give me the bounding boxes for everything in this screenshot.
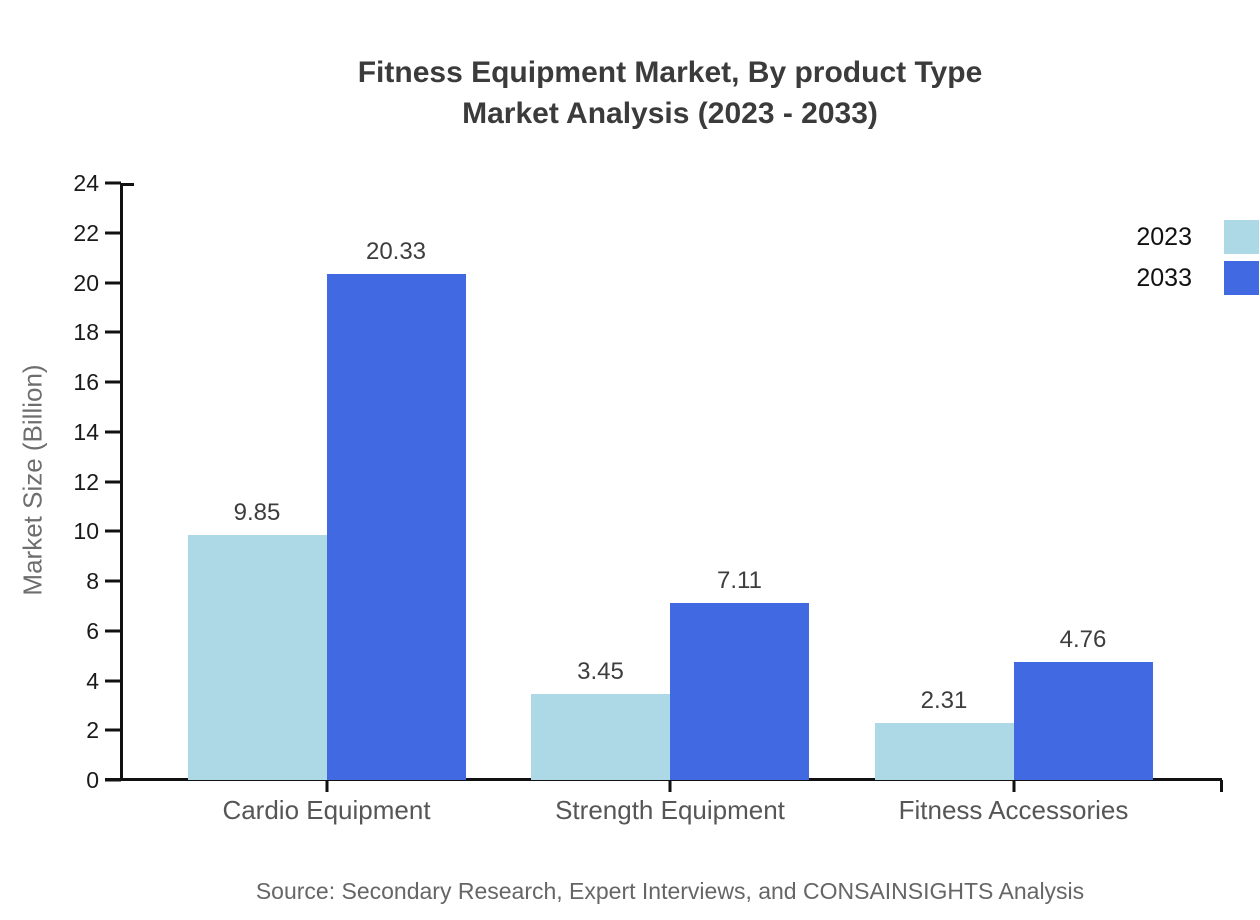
x-axis-end-tick [1220, 780, 1223, 792]
chart-title-line2: Market Analysis (2023 - 2033) [462, 97, 878, 130]
y-axis-tick-label: 20 [73, 269, 99, 296]
legend-item-2033: 2033 [1136, 261, 1259, 295]
bar-value-label: 2.31 [920, 686, 968, 714]
category-label: Strength Equipment [555, 795, 785, 825]
bar-value-label: 20.33 [365, 238, 427, 266]
y-axis-tick-label: 22 [73, 219, 99, 246]
y-axis-tick [105, 181, 121, 185]
y-axis-tick-label: 2 [86, 717, 99, 744]
y-axis-tick-label: 10 [73, 518, 99, 545]
chart-title: Fitness Equipment Market, By product Typ… [80, 52, 1260, 134]
bar-2023 [874, 722, 1014, 780]
y-axis-tick-label: 14 [73, 418, 99, 445]
x-axis-tick [1012, 780, 1015, 792]
y-axis-tick-label: 0 [86, 767, 99, 793]
y-axis-tick-label: 8 [86, 568, 99, 594]
bar-value-label: 9.85 [233, 498, 281, 526]
y-axis-tick [105, 330, 121, 334]
y-axis-tick [105, 480, 121, 483]
bar-2033 [670, 603, 809, 780]
y-axis-tick-label: 12 [73, 468, 99, 495]
bar-2023 [531, 694, 670, 780]
y-axis-tick-label: 6 [86, 617, 99, 644]
y-axis-tick [105, 529, 121, 533]
legend: 2023 2033 [1136, 220, 1259, 302]
legend-item-2023: 2023 [1136, 220, 1259, 254]
y-axis-top-cap [120, 183, 134, 186]
y-axis-tick [105, 679, 121, 682]
y-axis-tick [105, 380, 121, 384]
y-axis-tick [105, 728, 121, 732]
bar-2033 [326, 274, 466, 780]
legend-label: 2023 [1136, 222, 1192, 251]
y-axis-tick-label: 18 [73, 319, 99, 346]
plot-area: 0 2 4 6 8 10 12 14 16 18 20 22 24 Cardio Equipment 9.8… [73, 170, 1223, 825]
y-axis-line [120, 183, 123, 780]
x-axis-tick [325, 780, 328, 792]
source-note: Source: Secondary Research, Expert Inter… [255, 878, 1085, 904]
y-axis-tick [105, 778, 121, 782]
y-axis-tick-label: 24 [73, 170, 99, 196]
y-axis-tick [105, 281, 121, 284]
y-axis-tick [105, 629, 121, 633]
y-axis-tick [105, 231, 121, 235]
bar-2023 [187, 534, 327, 780]
category-label: Cardio Equipment [222, 795, 431, 825]
legend-swatch-2033 [1224, 261, 1259, 295]
legend-label: 2033 [1136, 263, 1192, 292]
bar-value-label: 4.76 [1059, 625, 1107, 653]
bar-value-label: 3.45 [577, 658, 624, 686]
bar-2033 [1013, 661, 1153, 780]
legend-swatch-2023 [1224, 220, 1259, 254]
chart-title-line1: Fitness Equipment Market, By product Typ… [357, 56, 983, 89]
y-axis-tick [105, 430, 121, 434]
y-axis-title: Market Size (Billion) [17, 364, 48, 596]
bar-value-label: 7.11 [717, 567, 762, 595]
x-axis-tick [668, 780, 672, 792]
y-axis-tick-label: 16 [73, 369, 99, 395]
category-label: Fitness Accessories [898, 795, 1129, 825]
y-axis-tick [105, 579, 121, 583]
y-axis-tick-label: 4 [86, 667, 99, 694]
